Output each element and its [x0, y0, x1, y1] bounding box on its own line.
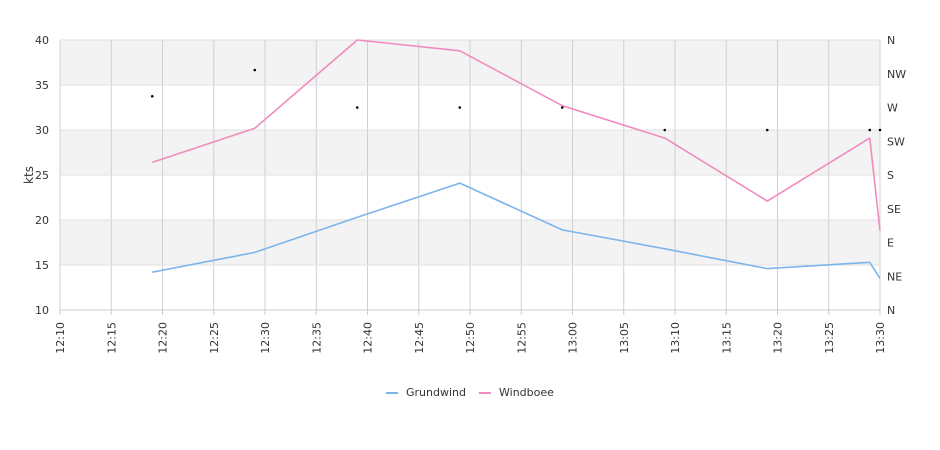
direction-point: [253, 68, 257, 72]
x-tick-label: 13:00: [567, 322, 580, 354]
x-tick-label: 12:25: [208, 322, 221, 354]
direction-point: [560, 106, 564, 109]
series-line-windboee: [152, 39, 881, 231]
x-tick-label: 13:05: [618, 322, 631, 354]
direction-point: [355, 106, 359, 109]
x-axis-ticks: 12:10 12:15 12:20 12:25 12:30 12:35 12:40 12:45…: [54, 309, 887, 354]
x-tick-label: 12:40: [362, 322, 375, 354]
x-tick-label: 12:15: [105, 322, 118, 354]
legend-entry: Grundwind: [406, 386, 466, 399]
x-tick-label: 12:35: [310, 322, 323, 354]
direction-tick-label: SW: [887, 135, 905, 148]
direction-point: [878, 128, 882, 132]
x-tick-label: 12:20: [157, 322, 170, 354]
x-tick-label: 12:45: [413, 322, 426, 354]
y-tick-label: 25: [35, 169, 49, 182]
direction-point: [458, 106, 462, 109]
direction-point: [663, 128, 667, 132]
direction-tick-label: E: [887, 237, 894, 250]
direction-tick-label: S: [887, 169, 894, 182]
direction-point: [765, 128, 769, 132]
y-tick-label: 20: [35, 214, 49, 227]
y-tick-label: 40: [35, 34, 49, 47]
direction-tick-label: NE: [887, 270, 902, 283]
x-tick-label: 12:30: [259, 322, 272, 354]
y-tick-label: 30: [35, 124, 49, 137]
series-layer: [150, 39, 882, 279]
x-tick-label: 12:50: [464, 322, 477, 354]
direction-point: [150, 94, 154, 98]
direction-tick-label: SE: [887, 203, 901, 216]
direction-point: [868, 128, 872, 132]
direction-tick-label: NW: [887, 68, 906, 81]
y-axis-ticks: 10 15 20 25 30 35 40: [35, 34, 49, 317]
y-tick-label: 35: [35, 79, 49, 92]
x-tick-label: 13:25: [823, 322, 836, 354]
direction-axis-ticks: N NE E SE S SW W NW N: [887, 34, 906, 317]
direction-tick-label: N: [887, 34, 895, 47]
legend-entry: Windboee: [499, 386, 554, 399]
series-line-grundwind: [152, 182, 881, 279]
direction-tick-label: N: [887, 304, 895, 317]
y-tick-label: 10: [35, 304, 49, 317]
x-tick-label: 13:10: [669, 322, 682, 354]
x-tick-label: 13:30: [874, 322, 887, 354]
legend: Grundwind Windboee: [386, 386, 554, 399]
direction-tick-label: W: [887, 102, 898, 115]
x-tick-label: 13:15: [720, 322, 733, 354]
y-axis-label: kts: [22, 166, 36, 184]
x-tick-label: 12:55: [515, 322, 528, 354]
y-tick-label: 15: [35, 259, 49, 272]
x-tick-label: 13:20: [772, 322, 785, 354]
x-tick-label: 12:10: [54, 322, 67, 354]
